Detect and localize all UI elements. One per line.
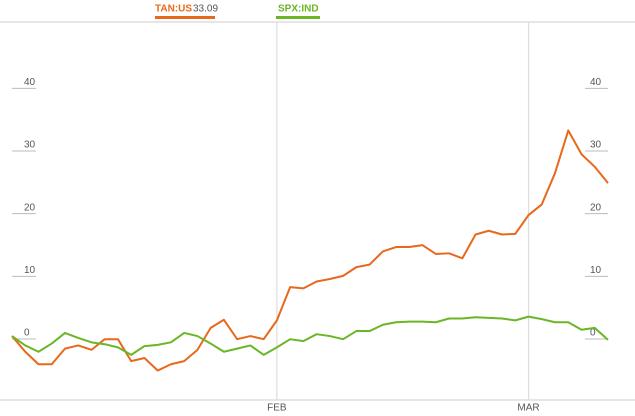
y-tick-label: 10 xyxy=(590,265,602,276)
y-tick-label: 0 xyxy=(24,328,30,339)
legend-label[interactable]: SPX:IND xyxy=(278,4,319,15)
y-tick-label: 40 xyxy=(590,77,602,88)
y-tick-label: 30 xyxy=(590,140,602,151)
legend-swatch xyxy=(155,16,215,19)
legend: TAN:US 33.09 SPX:IND xyxy=(155,4,320,19)
y-tick-label: 10 xyxy=(24,265,36,276)
y-tick-label: 20 xyxy=(24,202,36,213)
y-tick-label: 40 xyxy=(24,77,36,88)
y-tick-label: 20 xyxy=(590,202,602,213)
y-tick-label: 30 xyxy=(24,140,36,151)
x-tick-label: MAR xyxy=(517,403,539,414)
legend-swatch xyxy=(276,16,320,19)
y-tick-label: 0 xyxy=(590,328,596,339)
x-tick-label: FEB xyxy=(267,403,287,414)
series-line xyxy=(11,315,609,356)
legend-label[interactable]: TAN:US xyxy=(155,4,192,15)
legend-value: 33.09 xyxy=(193,4,218,15)
series-line xyxy=(11,129,609,372)
